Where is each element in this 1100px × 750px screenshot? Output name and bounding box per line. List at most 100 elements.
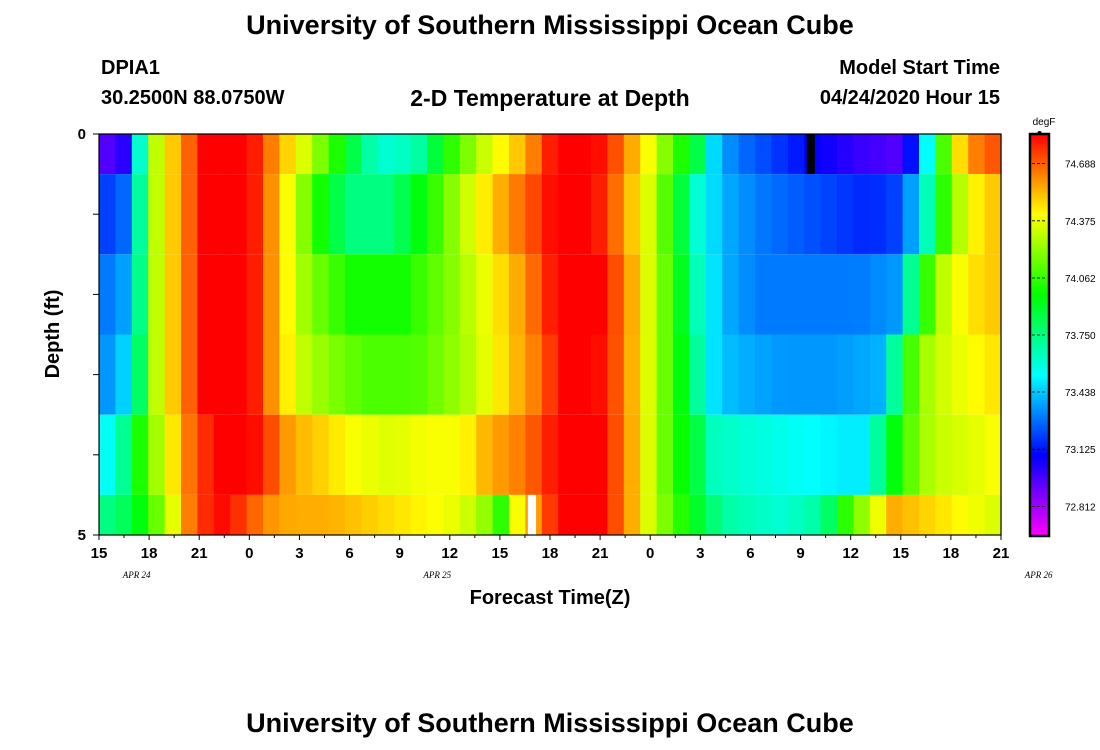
heatmap-cell	[558, 254, 576, 335]
y-tick-label: 0	[78, 126, 86, 143]
heatmap-cell	[427, 174, 444, 255]
x-tick-label: 21	[191, 545, 208, 562]
heatmap-cell	[410, 174, 428, 255]
heatmap-cell	[279, 414, 297, 495]
heatmap-cell	[476, 134, 494, 175]
x-tick-label: 12	[842, 545, 859, 562]
x-tick-label: 9	[395, 545, 403, 562]
colorbar-tick-label: 74.062	[1065, 274, 1096, 285]
heatmap-cell	[755, 254, 772, 335]
heatmap-cell	[771, 334, 789, 415]
page-title: University of Southern Mississippi Ocean…	[246, 10, 854, 40]
heatmap-cell	[689, 254, 707, 335]
heatmap-cell	[459, 254, 477, 335]
heatmap-cell	[427, 134, 444, 175]
heatmap-cell	[148, 334, 166, 415]
heatmap-cell	[345, 414, 362, 495]
heatmap-cell	[115, 174, 133, 255]
heatmap-cell	[427, 334, 444, 415]
heatmap-cell	[181, 334, 198, 415]
heatmap-cell	[230, 494, 248, 535]
heatmap-cell	[410, 134, 428, 175]
colorbar-tick-label: 73.125	[1065, 445, 1096, 456]
heatmap-cell	[935, 174, 953, 255]
heatmap-cell	[509, 174, 526, 255]
heatmap-cell	[656, 334, 674, 415]
heatmap-cell	[541, 134, 559, 175]
heatmap-cell	[295, 494, 313, 535]
heatmap-cell	[673, 134, 690, 175]
heatmap-cell	[820, 494, 838, 535]
heatmap-cell	[886, 334, 904, 415]
heatmap-cell	[377, 254, 395, 335]
heatmap-cell	[689, 334, 707, 415]
heatmap-cell	[722, 254, 740, 335]
heatmap-cell	[99, 414, 116, 495]
colorbar-tick-label: 74.688	[1065, 160, 1096, 171]
heatmap-cell	[312, 254, 330, 335]
heatmap-cell	[410, 414, 428, 495]
heatmap-cell	[951, 134, 969, 175]
heatmap-cell	[197, 174, 215, 255]
heatmap-cell	[951, 254, 969, 335]
heatmap-cell	[181, 414, 198, 495]
heatmap-cell	[919, 254, 936, 335]
heatmap-cell	[591, 334, 608, 415]
heatmap-cell	[312, 414, 330, 495]
heatmap-cell	[492, 134, 510, 175]
heatmap-cell	[574, 494, 592, 535]
heatmap-cell	[312, 134, 330, 175]
heatmap-cell	[345, 254, 362, 335]
heatmap-cell	[558, 494, 576, 535]
x-tick-label: 18	[542, 545, 559, 562]
heatmap-cell	[164, 174, 182, 255]
heatmap-cell	[197, 254, 215, 335]
heatmap-cell	[459, 334, 477, 415]
heatmap-cell	[820, 134, 838, 175]
heatmap-cell	[394, 174, 412, 255]
heatmap-cell	[246, 174, 264, 255]
heatmap-cell	[263, 134, 280, 175]
heatmap-cell	[213, 334, 231, 415]
heatmap-cell	[164, 334, 182, 415]
heatmap-cell	[919, 414, 936, 495]
heatmap-cell	[853, 414, 871, 495]
heatmap-cell	[673, 254, 690, 335]
heatmap-cell	[869, 334, 887, 415]
heatmap-cell	[902, 494, 920, 535]
heatmap-cell	[607, 134, 625, 175]
date-label: APR 26	[1024, 570, 1053, 580]
heatmap-cell	[361, 174, 379, 255]
heatmap-cell	[427, 254, 444, 335]
heatmap-cell	[476, 414, 494, 495]
heatmap-cell	[312, 494, 330, 535]
heatmap-cell	[558, 134, 576, 175]
y-axis: 05	[78, 126, 99, 544]
heatmap-cell	[312, 174, 330, 255]
heatmap-cell	[968, 254, 986, 335]
heatmap-cell	[131, 414, 149, 495]
heatmap-cell	[115, 254, 133, 335]
heatmap-cell	[148, 414, 166, 495]
heatmap-cell	[213, 254, 231, 335]
heatmap-cell	[787, 414, 805, 495]
heatmap-cell	[886, 174, 904, 255]
heatmap-cell	[525, 414, 543, 495]
heatmap-cell	[525, 174, 543, 255]
heatmap-cell	[820, 334, 838, 415]
heatmap-cell	[771, 254, 789, 335]
heatmap-cell	[607, 494, 625, 535]
heatmap-cell	[361, 134, 379, 175]
heatmap-cell	[837, 174, 854, 255]
heatmap-cell	[246, 334, 264, 415]
heatmap-cell	[427, 494, 444, 535]
heatmap-cell	[722, 134, 740, 175]
missing-data-cell	[806, 134, 815, 175]
heatmap-cell	[246, 134, 264, 175]
heatmap-cell	[509, 334, 526, 415]
x-axis-title: Forecast Time(Z)	[470, 587, 631, 609]
heatmap-cell	[853, 254, 871, 335]
colorbar: 72.812 73.125 73.438 73.750 74.062 74.375 74.6…	[1028, 131, 1096, 538]
heatmap-cell	[902, 134, 920, 175]
colorbar-unit: degF	[1033, 117, 1056, 128]
